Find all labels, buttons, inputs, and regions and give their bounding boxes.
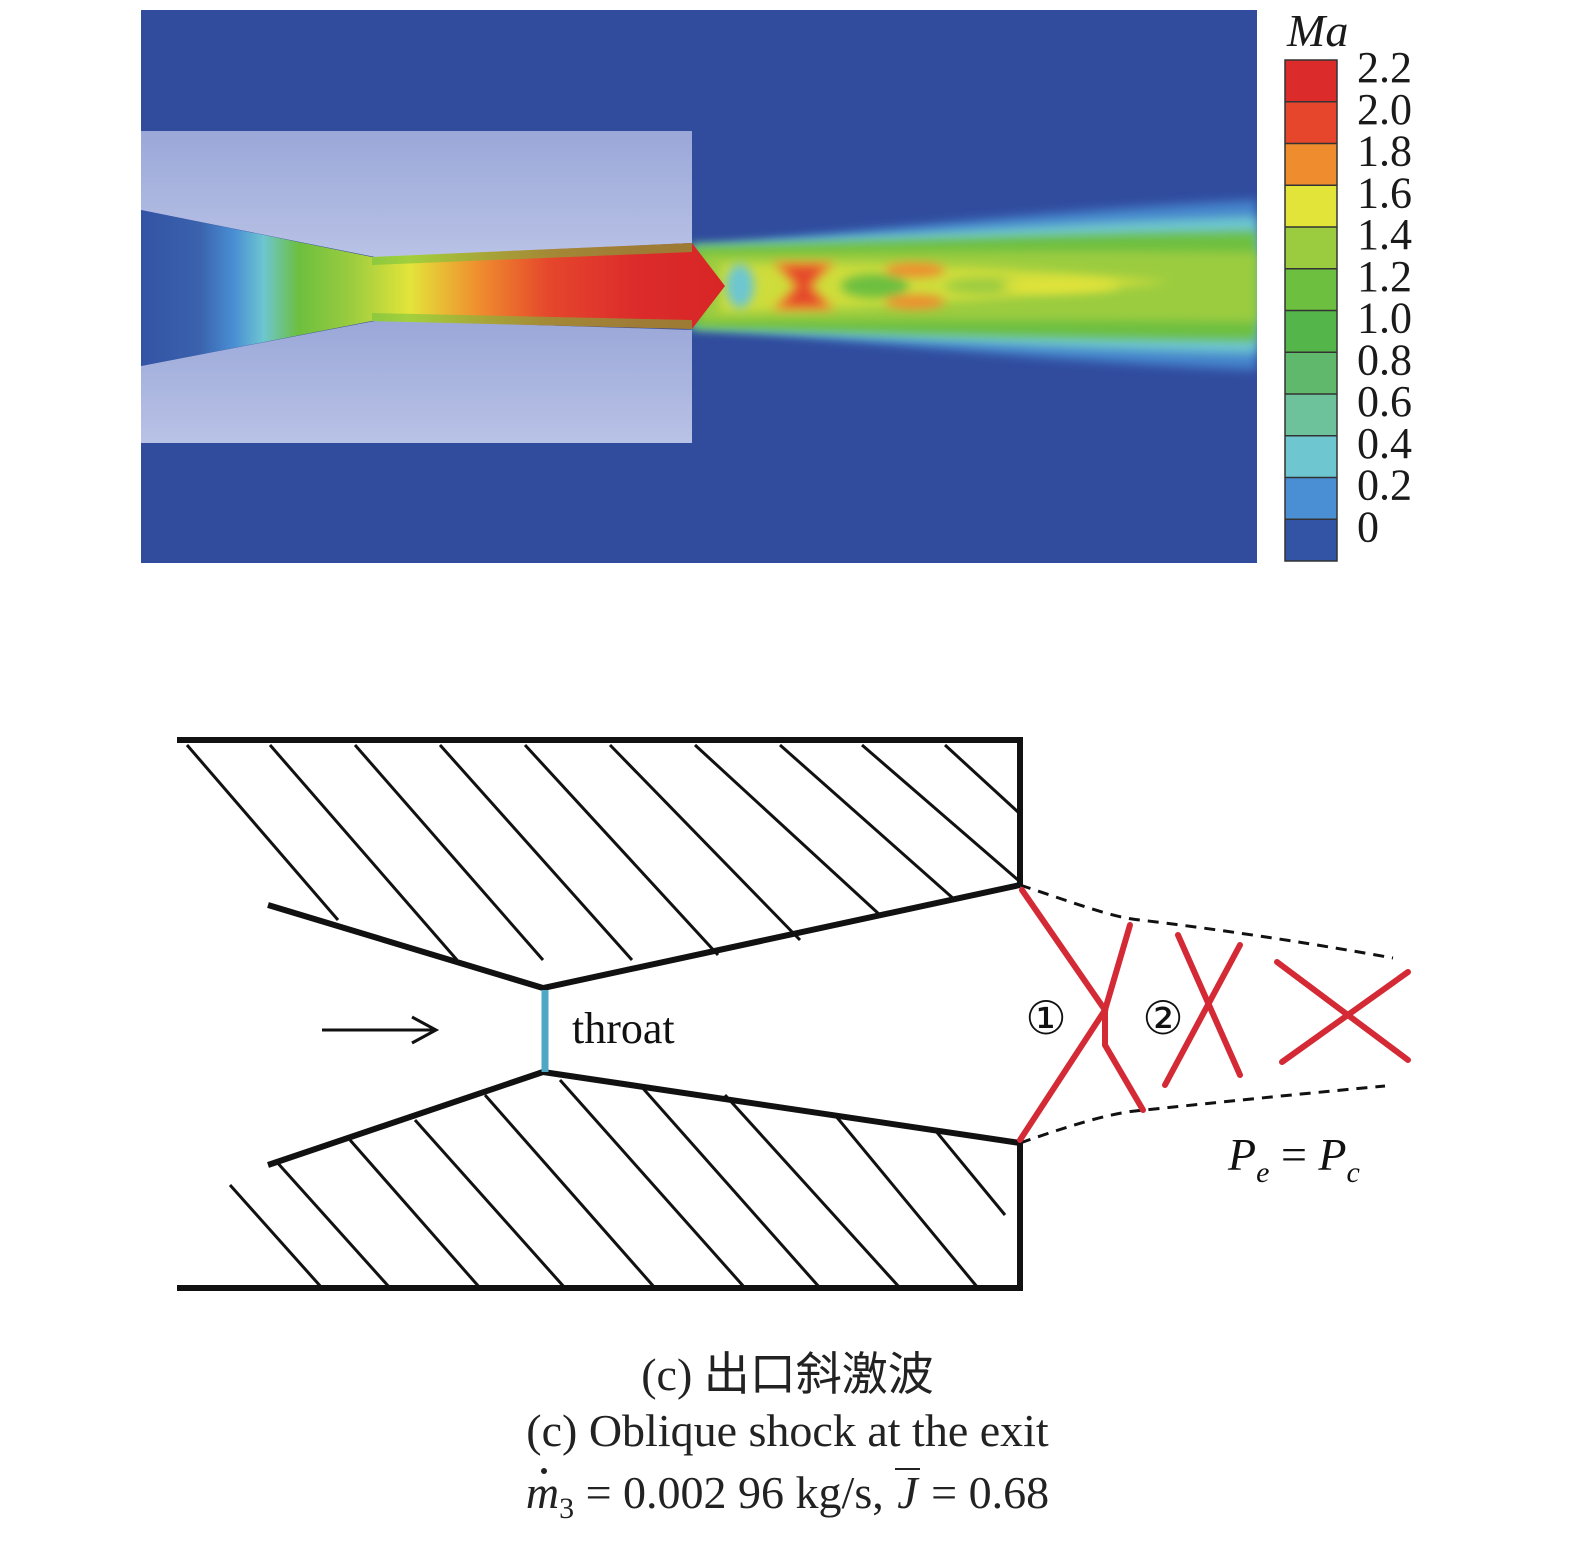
caption-parameters: m3 = 0.002 96 kg/s, J = 0.68 bbox=[0, 1466, 1575, 1526]
throat-label: throat bbox=[572, 1004, 675, 1053]
mach-contour-plot bbox=[141, 10, 1257, 563]
colorbar-swatch bbox=[1285, 101, 1337, 144]
colorbar-swatch bbox=[1285, 310, 1337, 353]
colorbar-swatch bbox=[1285, 477, 1337, 520]
momentum-ratio-symbol: J bbox=[895, 1467, 920, 1518]
colorbar: 2.22.01.81.61.41.21.00.80.60.40.20 Ma bbox=[1284, 5, 1412, 562]
colorbar-tick-label: 1.2 bbox=[1357, 252, 1412, 301]
colorbar-swatch bbox=[1285, 394, 1337, 437]
colorbar-swatch bbox=[1285, 435, 1337, 478]
colorbar-tick-label: 1.8 bbox=[1357, 127, 1412, 176]
colorbar-swatch bbox=[1285, 227, 1337, 270]
oblique-shock-lines bbox=[1017, 887, 1411, 1143]
plume-inner-yellow bbox=[720, 263, 1170, 312]
colorbar-swatch bbox=[1285, 519, 1337, 562]
colorbar-tick-label: 1.0 bbox=[1357, 294, 1412, 343]
nozzle-schematic: throat ① ② Pe = Pc bbox=[177, 737, 1411, 1291]
mass-flow-subscript: 3 bbox=[559, 1492, 575, 1526]
colorbar-tick-label: 0.6 bbox=[1357, 377, 1412, 426]
nozzle-wall bbox=[141, 131, 692, 443]
colorbar-separators bbox=[1285, 101, 1337, 520]
colorbar-swatches bbox=[1285, 60, 1337, 562]
shock-cell-label-2: ② bbox=[1142, 991, 1183, 1045]
colorbar-swatch bbox=[1285, 352, 1337, 395]
colorbar-tick-labels: 2.22.01.81.61.41.21.00.80.60.40.20 bbox=[1357, 43, 1412, 551]
colorbar-tick-label: 2.2 bbox=[1357, 43, 1412, 92]
colorbar-tick-label: 1.6 bbox=[1357, 168, 1412, 217]
colorbar-tick-label: 0.8 bbox=[1357, 335, 1412, 384]
pressure-relation-label: Pe = Pc bbox=[1227, 1129, 1360, 1189]
colorbar-swatch bbox=[1285, 60, 1337, 103]
shock-cell-label-1: ① bbox=[1025, 991, 1066, 1045]
colorbar-tick-label: 1.4 bbox=[1357, 210, 1412, 259]
flow-direction-arrow bbox=[322, 1015, 440, 1045]
colorbar-tick-label: 0 bbox=[1357, 502, 1379, 551]
colorbar-tick-label: 0.2 bbox=[1357, 461, 1412, 510]
momentum-ratio-value: = 0.68 bbox=[919, 1467, 1050, 1518]
jet-boundary bbox=[1019, 883, 1394, 1145]
colorbar-swatch bbox=[1285, 185, 1337, 228]
mass-flow-symbol: m bbox=[525, 1467, 560, 1518]
nozzle-wall-boundary-layer bbox=[372, 243, 692, 329]
mass-flow-value: = 0.002 96 kg/s, bbox=[574, 1467, 896, 1518]
upper-wall-hatching bbox=[185, 743, 1020, 961]
caption-chinese: (c) 出口斜激波 bbox=[641, 1349, 934, 1400]
caption-english: (c) Oblique shock at the exit bbox=[526, 1405, 1049, 1456]
colorbar-swatch bbox=[1285, 143, 1337, 186]
colorbar-tick-label: 2.0 bbox=[1357, 85, 1412, 134]
colorbar-tick-label: 0.4 bbox=[1357, 419, 1412, 468]
shock-diamonds bbox=[726, 262, 1120, 310]
lower-wall-hatching bbox=[228, 1079, 1007, 1290]
colorbar-swatch bbox=[1285, 268, 1337, 311]
colorbar-title: Ma bbox=[1286, 5, 1348, 56]
